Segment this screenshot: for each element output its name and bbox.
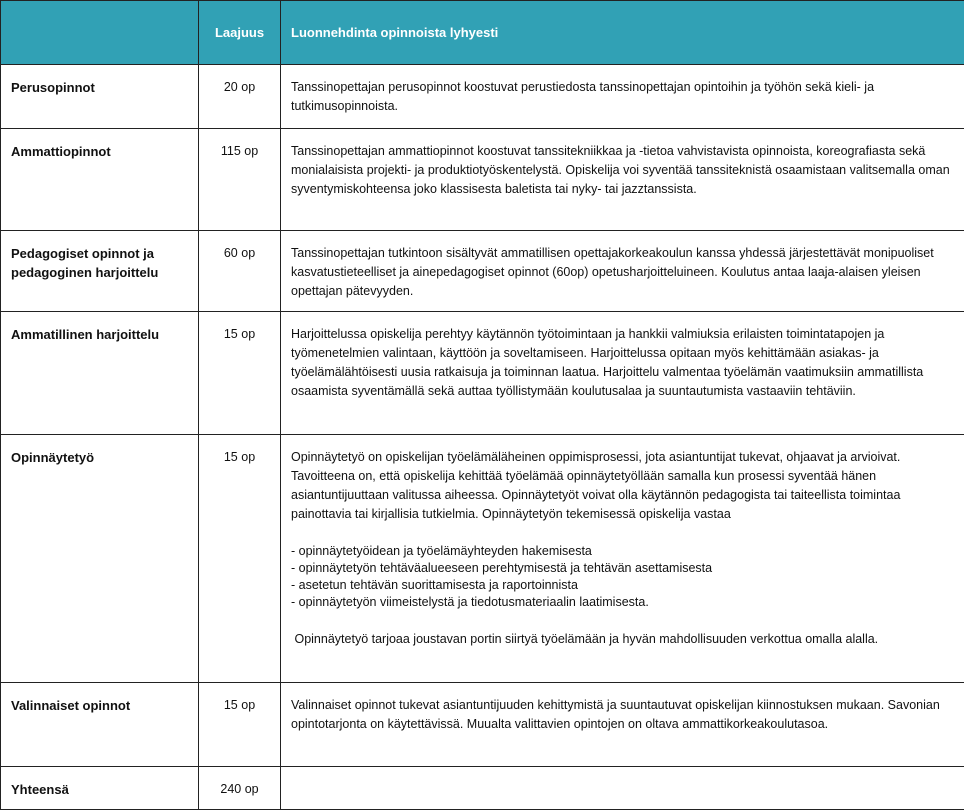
row-scope: 15 op [198, 682, 281, 767]
row-scope: 15 op [198, 434, 281, 683]
header-name [0, 0, 199, 65]
row-name: Perusopinnot [0, 64, 199, 129]
header-row: Laajuus Luonnehdinta opinnoista lyhyesti [0, 0, 964, 65]
row-scope: 115 op [198, 128, 281, 231]
table-row: Ammattiopinnot 115 op Tanssinopettajan a… [0, 128, 964, 231]
list-item: - opinnäytetyön tehtäväalueeseen perehty… [291, 561, 713, 575]
row-description: Tanssinopettajan perusopinnot koostuvat … [280, 64, 964, 129]
header-scope: Laajuus [198, 0, 281, 65]
total-row: Yhteensä 240 op [0, 766, 964, 810]
closing-text: Opinnäytetyö tarjoaa joustavan portin si… [291, 632, 879, 646]
row-name: Ammatillinen harjoittelu [0, 311, 199, 435]
table-row: Pedagogiset opinnot ja pedagoginen harjo… [0, 230, 964, 312]
table-row: Ammatillinen harjoittelu 15 op Harjoitte… [0, 311, 964, 435]
row-name: Ammattiopinnot [0, 128, 199, 231]
row-description: Valinnaiset opinnot tukevat asiantuntiju… [280, 682, 964, 767]
row-name: Opinnäytetyö [0, 434, 199, 683]
row-scope: 20 op [198, 64, 281, 129]
row-description: Tanssinopettajan ammattiopinnot koostuva… [280, 128, 964, 231]
list-item: - opinnäytetyöidean ja työelämäyhteyden … [291, 544, 592, 558]
table-row: Perusopinnot 20 op Tanssinopettajan peru… [0, 64, 964, 129]
row-scope: 15 op [198, 311, 281, 435]
row-name: Yhteensä [0, 766, 199, 810]
row-description: Tanssinopettajan tutkintoon sisältyvät a… [280, 230, 964, 312]
row-scope: 60 op [198, 230, 281, 312]
table-row: Valinnaiset opinnot 15 op Valinnaiset op… [0, 682, 964, 767]
table-row: Opinnäytetyö 15 op Opinnäytetyö on opisk… [0, 434, 964, 683]
row-description: Opinnäytetyö on opiskelijan työelämälähe… [280, 434, 964, 683]
row-description [280, 766, 964, 810]
description-text: Opinnäytetyö on opiskelijan työelämälähe… [291, 450, 901, 521]
row-name: Pedagogiset opinnot ja pedagoginen harjo… [0, 230, 199, 312]
list-item: - asetetun tehtävän suorittamisesta ja r… [291, 578, 578, 592]
header-description: Luonnehdinta opinnoista lyhyesti [280, 0, 964, 65]
row-name: Valinnaiset opinnot [0, 682, 199, 767]
row-scope: 240 op [198, 766, 281, 810]
row-description: Harjoittelussa opiskelija perehtyy käytä… [280, 311, 964, 435]
list-item: - opinnäytetyön viimeistelystä ja tiedot… [291, 595, 649, 609]
